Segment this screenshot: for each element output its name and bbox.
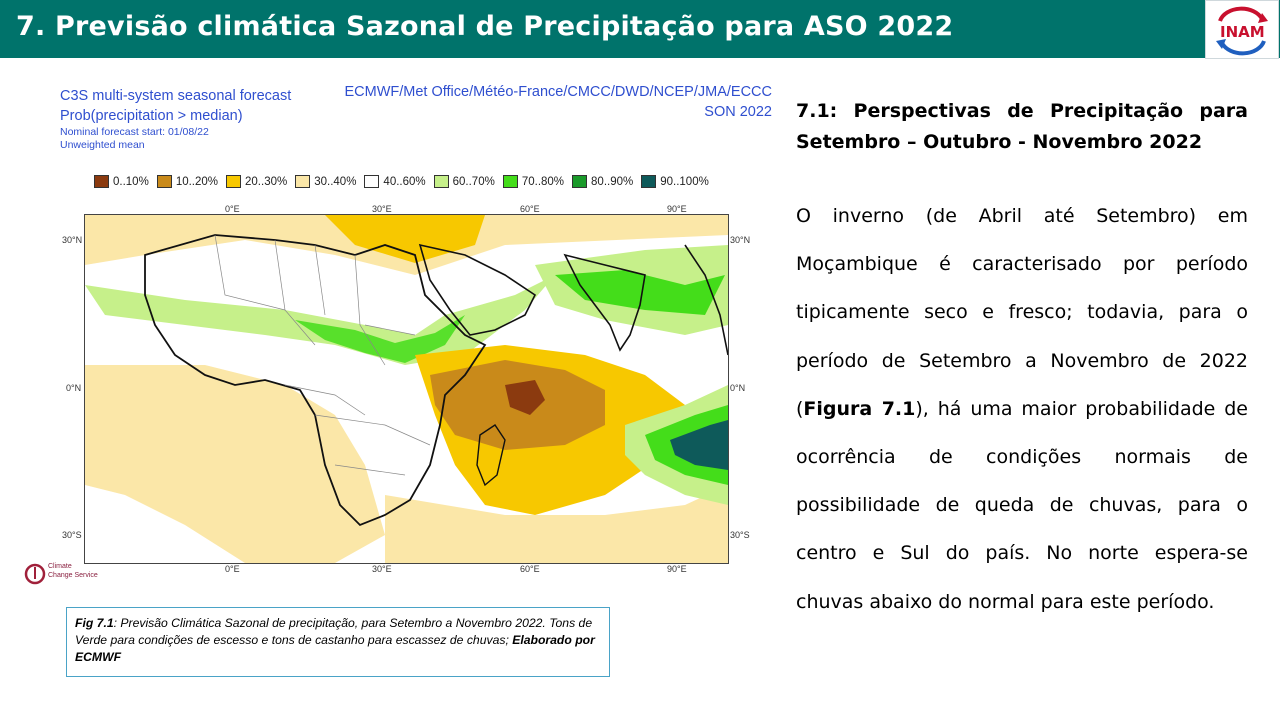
section-body: O inverno (de Abril até Setembro) em Moç…: [796, 192, 1248, 626]
legend-label: 60..70%: [452, 175, 495, 188]
tick-right-0n: 0°N: [730, 383, 746, 393]
legend-swatch: [364, 175, 380, 188]
figure-header-right: ECMWF/Met Office/Météo-France/CMCC/DWD/N…: [344, 82, 772, 122]
climate-logo-line2: Change Service: [48, 572, 98, 579]
legend-label: 40..60%: [383, 175, 426, 188]
tick-top-90: 90°E: [667, 204, 687, 214]
figure-caption: Fig 7.1: Previsão Climática Sazonal de p…: [66, 607, 610, 677]
caption-label: Fig 7.1: [75, 616, 114, 630]
legend-label: 20..30%: [245, 175, 288, 188]
climate-logo-icon: [24, 563, 46, 585]
legend-item: 40..60%: [364, 175, 426, 188]
legend-swatch: [156, 175, 172, 188]
figure-reference: Figura 7.1: [803, 397, 916, 420]
legend-label: 30..40%: [314, 175, 357, 188]
tick-bottom-0: 0°E: [225, 564, 240, 574]
legend-item: 20..30%: [226, 175, 287, 188]
caption-credit: Elaborado por ECMWF: [75, 633, 595, 664]
tick-top-30: 30°E: [372, 204, 392, 214]
forecast-map-svg: [85, 215, 728, 563]
legend-swatch: [433, 175, 449, 188]
tick-right-30n: 30°N: [730, 235, 751, 245]
legend-swatch: [226, 175, 242, 188]
legend-swatch: [502, 175, 518, 188]
legend-item: 10..20%: [156, 175, 219, 188]
tick-right-30s: 30°S: [730, 530, 750, 540]
climate-logo-line1: Climate: [48, 563, 72, 570]
legend-swatch: [572, 175, 588, 188]
slide-title: 7. Previsão climática Sazonal de Precipi…: [16, 11, 954, 42]
section-subtitle: 7.1: Perspectivas de Precipitação para S…: [796, 100, 1248, 153]
tick-top-0: 0°E: [225, 204, 240, 214]
tick-bottom-30: 30°E: [372, 564, 392, 574]
figure-title-line4: Unweighted mean: [60, 139, 145, 151]
legend-item: 80..90%: [572, 175, 633, 188]
legend-label: 10..20%: [175, 175, 219, 188]
forecast-figure: C3S multi-system seasonal forecast Prob(…: [60, 78, 780, 578]
legend-item: 60..70%: [433, 175, 495, 188]
tick-top-60: 60°E: [520, 204, 540, 214]
forecast-map: [84, 214, 729, 564]
legend-swatch: [94, 175, 109, 188]
legend-label: 90..100%: [660, 175, 709, 188]
right-text-column: 7.1: Perspectivas de Precipitação para S…: [796, 96, 1248, 626]
logo-text: INAM: [1220, 23, 1265, 41]
tick-bottom-60: 60°E: [520, 564, 540, 574]
figure-title-line3: Nominal forecast start: 01/08/22: [60, 126, 209, 138]
legend-label: 80..90%: [591, 175, 634, 188]
legend-item: 90..100%: [641, 175, 709, 188]
title-bar: 7. Previsão climática Sazonal de Precipi…: [0, 0, 1280, 59]
inam-logo: INAM: [1205, 0, 1279, 59]
figure-title-line1: C3S multi-system seasonal forecast: [60, 88, 292, 104]
figure-title-line2: Prob(precipitation > median): [60, 108, 243, 124]
caption-text: : Previsão Climática Sazonal de precipit…: [75, 616, 593, 647]
legend-item: 70..80%: [502, 175, 565, 188]
figure-sources: ECMWF/Met Office/Météo-France/CMCC/DWD/N…: [344, 84, 772, 100]
tick-left-30n: 30°N: [62, 235, 83, 245]
figure-season: SON 2022: [704, 104, 772, 120]
legend-label: 0..10%: [113, 175, 149, 188]
body-text-part1: O inverno (de Abril até Setembro) em Moç…: [796, 205, 1248, 420]
logo-arrows-icon: [1216, 6, 1268, 56]
tick-left-30s: 30°S: [62, 530, 82, 540]
legend-swatch: [295, 175, 311, 188]
tick-bottom-90: 90°E: [667, 564, 687, 574]
legend-item: 0..10%: [94, 175, 149, 188]
legend-label: 70..80%: [521, 175, 565, 188]
climate-change-logo: Climate Change Service: [24, 557, 114, 597]
map-legend: 0..10% 10..20% 20..30% 30..40% 40..60% 60..70…: [94, 175, 717, 188]
tick-left-0n: 0°N: [66, 383, 82, 393]
body-text-part2: ), há uma maior probabilidade de ocorrên…: [796, 397, 1248, 613]
figure-header-left: C3S multi-system seasonal forecast Prob(…: [60, 86, 291, 152]
legend-swatch: [641, 175, 657, 188]
legend-item: 30..40%: [295, 175, 356, 188]
